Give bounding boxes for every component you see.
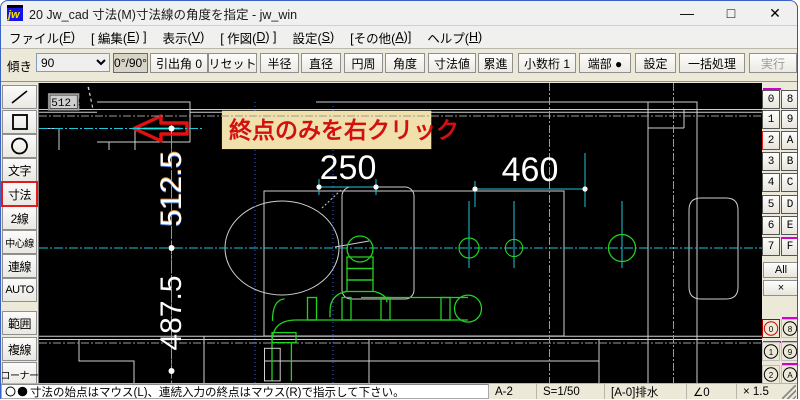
svg-text:8: 8 xyxy=(788,325,793,334)
svg-text:460: 460 xyxy=(502,151,559,189)
svg-text:2: 2 xyxy=(769,371,774,380)
svg-text:512.5: 512.5 xyxy=(155,151,188,226)
svg-text:0: 0 xyxy=(769,325,774,334)
svg-text:9: 9 xyxy=(788,348,793,357)
svg-text:250: 250 xyxy=(320,149,377,187)
svg-text:終点のみを右クリック: 終点のみを右クリック xyxy=(229,117,459,143)
svg-text:jw: jw xyxy=(7,9,21,21)
svg-text:487.5: 487.5 xyxy=(155,275,188,350)
svg-text:1: 1 xyxy=(769,348,774,357)
svg-text:512.5: 512.5 xyxy=(51,98,84,110)
svg-text:A: A xyxy=(787,371,793,380)
